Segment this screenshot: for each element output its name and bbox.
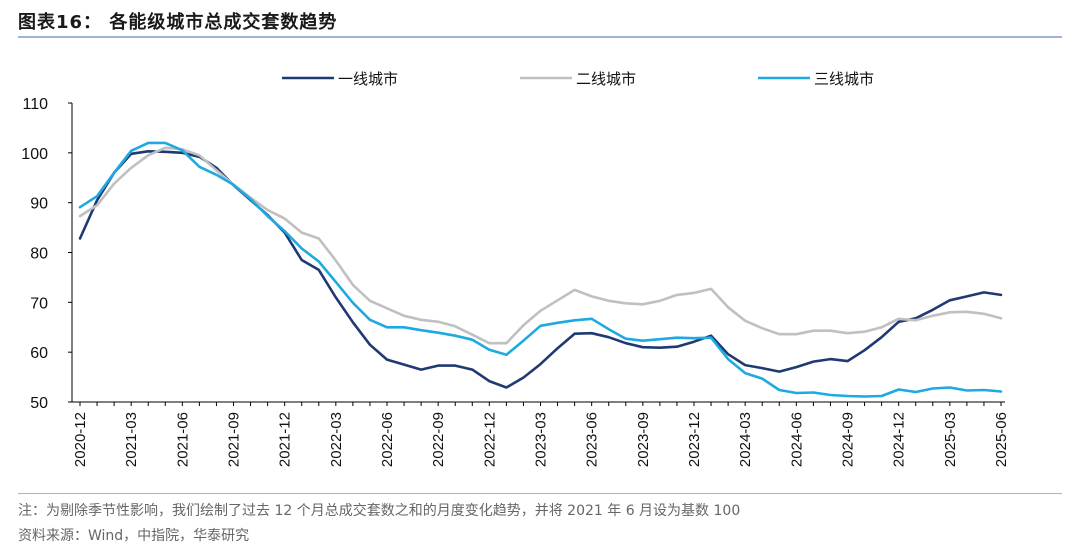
x-tick-label: 2022-06 [379,412,396,467]
figure-title: 图表16： 各能级城市总成交套数趋势 [18,12,338,33]
legend-label: 二线城市 [576,71,636,88]
chart-source: 资料来源：Wind，中指院，华泰研究 [18,528,250,544]
y-tick-label: 70 [30,295,48,312]
x-axis: 2020-12 2021-03 2021-06 2021-09 2021-12 2022-… [72,401,1010,467]
x-tick-label: 2021-09 [226,412,243,467]
series-line [78,150,1003,389]
series-lines [78,141,1003,398]
footer-divider [18,493,1062,494]
series-line [78,141,1003,398]
legend-label: 三线城市 [814,71,874,88]
x-tick-label: 2025-03 [942,412,959,467]
x-tick-label: 2021-03 [123,412,140,467]
title-divider [18,36,1062,38]
legend-label: 一线城市 [338,71,398,88]
x-tick-label: 2023-09 [635,412,652,467]
x-tick-label: 2024-03 [737,412,754,467]
x-tick-label: 2022-09 [430,412,447,467]
x-tick-label: 2023-12 [686,412,703,467]
x-tick-label: 2024-06 [788,412,805,467]
chart-note: 注：为剔除季节性影响，我们绘制了过去 12 个月总成交套数之和的月度变化趋势，并… [18,503,741,519]
y-tick-label: 110 [22,96,48,113]
x-tick-label: 2021-12 [277,412,294,467]
y-tick-label: 90 [30,196,48,213]
x-tick-label: 2025-06 [993,412,1010,467]
y-tick-label: 100 [21,146,48,163]
x-tick-label: 2022-03 [328,412,345,467]
chart-legend: 一线城市 二线城市 三线城市 [282,71,874,88]
y-tick-label: 80 [30,246,48,263]
x-tick-label: 2022-12 [481,412,498,467]
y-tick-label: 60 [30,345,48,362]
x-tick-label: 2023-03 [533,412,550,467]
x-tick-label: 2023-06 [584,412,601,467]
y-tick-label: 50 [30,395,48,412]
x-tick-label: 2024-09 [840,412,857,467]
y-axis: 50 60 70 80 90 100 110 [21,96,73,412]
x-tick-label: 2020-12 [72,412,89,467]
x-tick-label: 2024-12 [891,412,908,467]
x-tick-label: 2021-06 [174,412,191,467]
